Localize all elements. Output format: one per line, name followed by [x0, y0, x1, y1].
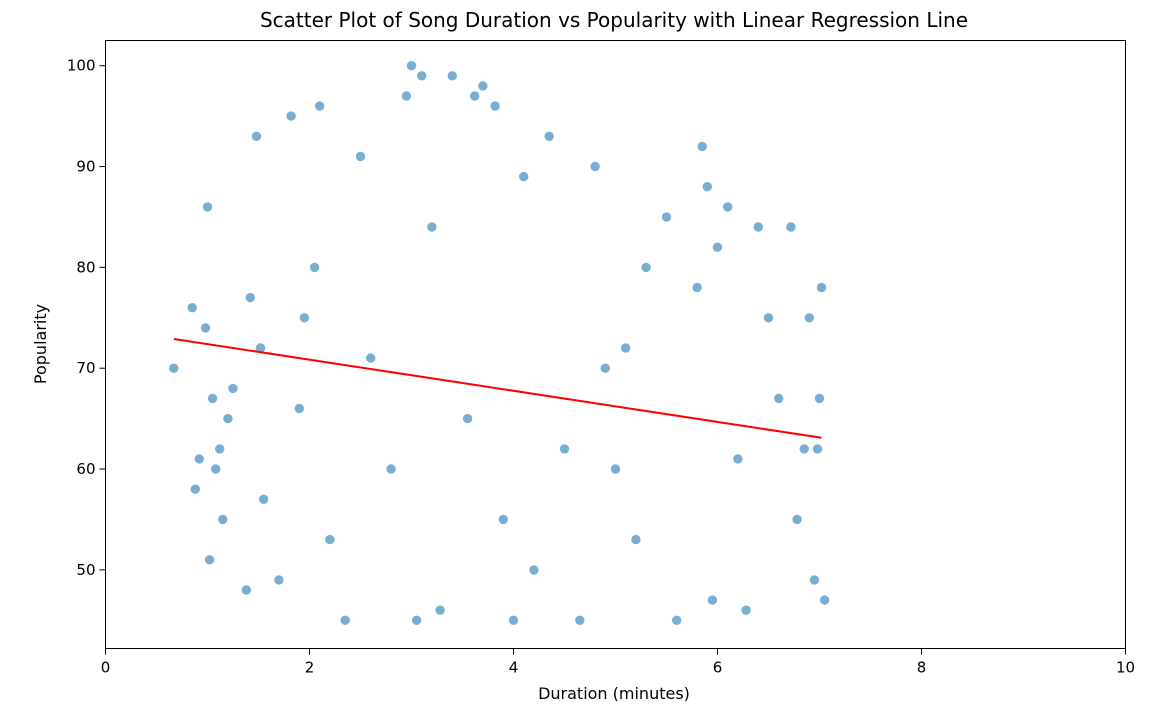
x-tick-label: 8: [917, 659, 927, 677]
regression-line: [173, 337, 822, 439]
chart-title: Scatter Plot of Song Duration vs Popular…: [260, 8, 968, 32]
data-point: [202, 201, 213, 213]
data-point: [309, 262, 320, 273]
data-point: [816, 282, 827, 293]
data-point: [241, 584, 252, 596]
data-point: [416, 70, 428, 82]
data-point: [528, 564, 540, 576]
data-point: [426, 221, 438, 233]
data-point: [707, 594, 718, 606]
data-point: [355, 151, 366, 162]
data-point: [222, 413, 234, 424]
data-point: [462, 413, 473, 424]
data-point: [273, 574, 285, 586]
data-point: [365, 352, 377, 364]
data-point: [732, 453, 744, 465]
data-point: [406, 60, 417, 71]
data-point: [293, 403, 305, 414]
data-point: [217, 514, 229, 525]
x-tick-label: 10: [1116, 659, 1135, 677]
data-point: [712, 241, 723, 253]
data-point: [701, 181, 713, 192]
data-point: [434, 604, 446, 616]
data-point: [671, 614, 683, 626]
x-tick-label: 4: [509, 659, 519, 677]
data-point: [200, 322, 211, 334]
data-point: [245, 292, 256, 303]
data-point: [543, 131, 555, 142]
y-axis: 50 60 70 80 90 100: [67, 57, 106, 579]
scatter-points: [168, 60, 830, 626]
data-point: [610, 463, 621, 475]
data-point: [809, 574, 820, 586]
data-point: [214, 443, 225, 455]
data-point: [620, 342, 632, 354]
data-point: [508, 614, 519, 626]
data-point: [411, 614, 422, 626]
data-point: [803, 312, 815, 324]
data-point: [722, 201, 734, 213]
data-point: [299, 312, 310, 324]
data-point: [599, 362, 611, 374]
plot-frame: [105, 40, 1126, 649]
data-point: [339, 614, 351, 626]
data-point: [469, 90, 481, 102]
y-tick-label: 60: [76, 460, 95, 478]
x-axis: 0 2 4 6 8 10: [101, 648, 1135, 677]
data-point: [696, 141, 708, 152]
data-point: [477, 80, 489, 92]
data-point: [640, 262, 652, 273]
data-point: [324, 534, 336, 545]
data-point: [589, 161, 601, 172]
y-tick-label: 80: [76, 258, 95, 276]
data-point: [661, 211, 672, 223]
x-tick-label: 2: [305, 659, 315, 677]
data-point: [385, 463, 397, 475]
data-point: [207, 393, 218, 404]
data-point: [574, 614, 586, 626]
data-point: [168, 362, 180, 374]
data-point: [630, 534, 642, 545]
y-tick-label: 100: [67, 57, 96, 75]
data-point: [559, 443, 570, 455]
data-point: [691, 282, 703, 293]
data-point: [798, 443, 810, 455]
data-point: [819, 594, 830, 606]
data-point: [497, 514, 509, 525]
data-point: [227, 383, 239, 394]
data-point: [258, 493, 269, 505]
data-point: [773, 393, 785, 404]
data-point: [791, 514, 803, 525]
data-point: [401, 90, 412, 102]
data-point: [489, 100, 501, 112]
y-tick-label: 50: [76, 561, 95, 579]
data-point: [285, 110, 297, 122]
y-tick-label: 70: [76, 359, 95, 377]
y-tick-label: 90: [76, 158, 95, 176]
x-tick-label: 6: [713, 659, 723, 677]
x-axis-label: Duration (minutes): [538, 684, 690, 703]
data-point: [763, 312, 774, 324]
data-point: [186, 302, 198, 314]
data-point: [785, 221, 797, 233]
x-tick-label: 0: [101, 659, 111, 677]
data-point: [518, 171, 530, 182]
data-point: [194, 453, 205, 465]
data-point: [814, 393, 825, 404]
data-point: [740, 604, 752, 616]
data-point: [752, 221, 764, 233]
y-axis-label: Popularity: [31, 304, 50, 384]
data-point: [210, 463, 221, 475]
data-point: [446, 70, 458, 82]
data-point: [251, 131, 262, 142]
data-point: [812, 443, 823, 455]
data-point: [204, 554, 215, 566]
data-point: [190, 483, 201, 495]
data-point: [314, 100, 326, 112]
